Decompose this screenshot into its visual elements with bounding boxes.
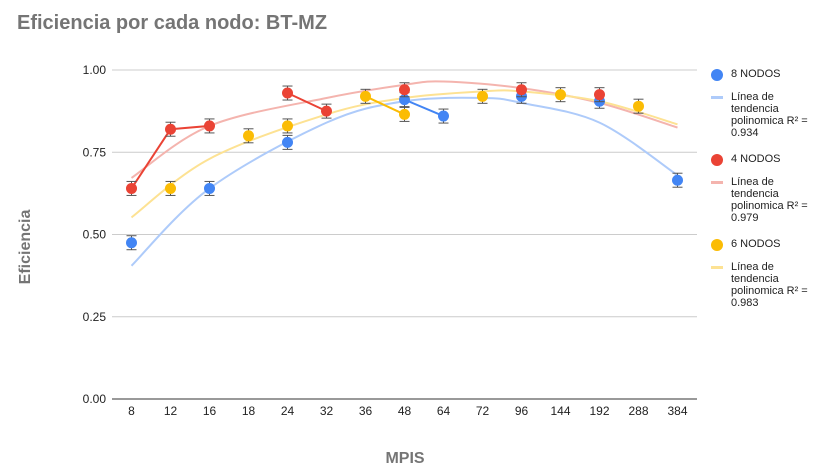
- x-tick-label: 18: [242, 404, 256, 418]
- x-tick-label: 96: [515, 404, 529, 418]
- y-tick-label: 0.50: [83, 228, 107, 242]
- data-point-series-1: [282, 136, 293, 148]
- data-point-series-3: [243, 130, 254, 142]
- data-point-series-3: [282, 120, 293, 132]
- data-point-series-2: [516, 84, 527, 96]
- data-point-series-2: [126, 182, 137, 194]
- axis-labels: 0.00 0.25 0.50 0.75 1.00 8 12 16 18 24 32 36 48 64 72 9…: [83, 63, 688, 418]
- series-connectors: [130, 92, 444, 189]
- grid-lines: [112, 69, 697, 400]
- legend-entry-trendline: Línea de tendencia polinomica R² = 0.934: [711, 91, 819, 139]
- legend-trend-marker: [711, 266, 723, 269]
- legend-entry-series: 4 NODOS: [711, 153, 819, 168]
- data-points: [126, 82, 683, 251]
- legend-entry-trendline: Línea de tendencia polinomica R² = 0.979: [711, 176, 819, 224]
- x-tick-label: 72: [476, 404, 490, 418]
- data-point-series-2: [321, 105, 332, 117]
- x-axis-title: MPIS: [385, 450, 424, 467]
- x-tick-label: 64: [437, 404, 451, 418]
- legend-label: 4 NODOS: [731, 153, 781, 165]
- data-point-series-1: [438, 110, 449, 122]
- data-point-series-3: [399, 108, 410, 120]
- x-tick-label: 192: [589, 404, 609, 418]
- legend-entry-series: 8 NODOS: [711, 68, 819, 83]
- x-tick-label: 384: [667, 404, 687, 418]
- series-connector: [365, 95, 405, 116]
- data-point-series-2: [282, 87, 293, 99]
- data-point-series-2: [399, 84, 410, 96]
- x-tick-label: 12: [164, 404, 178, 418]
- x-tick-label: 24: [281, 404, 295, 418]
- data-point-series-2: [204, 120, 215, 132]
- series-connector: [404, 98, 444, 117]
- x-tick-label: 32: [320, 404, 334, 418]
- data-point-series-3: [477, 90, 488, 102]
- data-point-series-2: [594, 89, 605, 101]
- legend-entry-trendline: Línea de tendencia polinomica R² = 0.983: [711, 261, 819, 309]
- data-point-series-3: [633, 100, 644, 112]
- x-tick-label: 16: [203, 404, 217, 418]
- legend-marker: [711, 239, 723, 251]
- series-connector: [287, 92, 327, 113]
- legend-label: 8 NODOS: [731, 68, 781, 80]
- legend-label: Línea de tendencia polinomica R² = 0.979: [731, 176, 808, 224]
- data-point-series-3: [360, 90, 371, 102]
- y-tick-label: 0.00: [83, 392, 107, 406]
- data-point-series-3: [555, 89, 566, 101]
- x-tick-label: 144: [550, 404, 570, 418]
- x-tick-label: 8: [128, 404, 135, 418]
- legend-marker: [711, 69, 723, 81]
- legend-label: 6 NODOS: [731, 238, 781, 250]
- legend-trend-marker: [711, 181, 723, 184]
- chart-title: Eficiencia por cada nodo: BT-MZ: [17, 12, 328, 34]
- y-tick-label: 0.25: [83, 310, 107, 324]
- x-tick-label: 36: [359, 404, 373, 418]
- legend-entry-series: 6 NODOS: [711, 238, 819, 253]
- x-tick-label: 48: [398, 404, 412, 418]
- data-point-series-3: [165, 182, 176, 194]
- legend-marker: [711, 154, 723, 166]
- y-tick-label: 1.00: [83, 63, 107, 77]
- y-tick-label: 0.75: [83, 145, 107, 159]
- legend-label: Línea de tendencia polinomica R² = 0.983: [731, 261, 808, 309]
- legend: 8 NODOS Línea de tendencia polinomica R² …: [711, 68, 819, 323]
- x-tick-label: 288: [628, 404, 648, 418]
- data-point-series-1: [204, 182, 215, 194]
- data-point-series-1: [126, 237, 137, 249]
- legend-label: Línea de tendencia polinomica R² = 0.934: [731, 91, 808, 139]
- y-axis-title: Eficiencia: [17, 210, 34, 285]
- series-connector: [130, 128, 172, 189]
- series-connector: [170, 124, 210, 131]
- data-point-series-1: [672, 174, 683, 186]
- legend-trend-marker: [711, 96, 723, 99]
- data-point-series-2: [165, 123, 176, 135]
